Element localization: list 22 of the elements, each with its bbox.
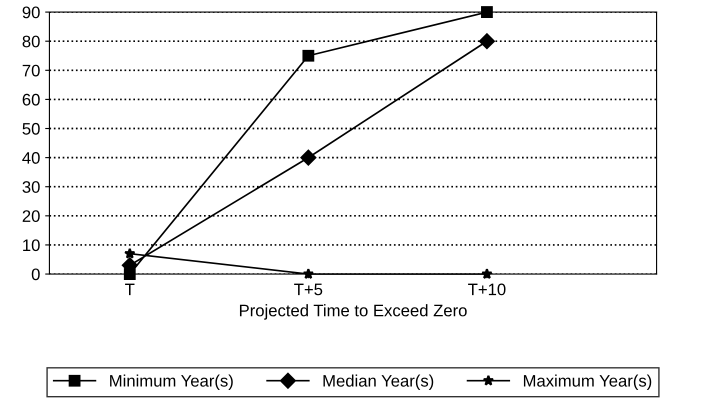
- y-tick-label: 50: [22, 122, 40, 135]
- y-tick-label: 80: [22, 36, 40, 48]
- y-tick-label: 40: [22, 152, 40, 164]
- x-tick-label: T+5: [294, 284, 322, 296]
- point: [481, 6, 493, 18]
- y-tick-label: 30: [22, 181, 40, 193]
- y-tick-label: 90: [22, 6, 40, 18]
- y-tick-label: 20: [22, 210, 40, 222]
- point: [479, 33, 495, 50]
- point: [300, 150, 316, 166]
- y-tick-label: 60: [22, 94, 40, 106]
- y-tick-label: 0: [32, 268, 40, 280]
- point: [302, 50, 314, 62]
- x-tick-label: T: [125, 284, 134, 296]
- point: [124, 248, 136, 259]
- y-tick-label: 70: [22, 64, 40, 77]
- legend-label: Median Year(s): [323, 374, 434, 390]
- x-tick-label: T+10: [468, 284, 506, 296]
- legend-label: Minimum Year(s): [110, 374, 233, 390]
- x-axis-title: Projected Time to Exceed Zero: [240, 304, 467, 320]
- legend-label: Maximum Year(s): [524, 374, 652, 390]
- y-tick-label: 10: [23, 239, 40, 252]
